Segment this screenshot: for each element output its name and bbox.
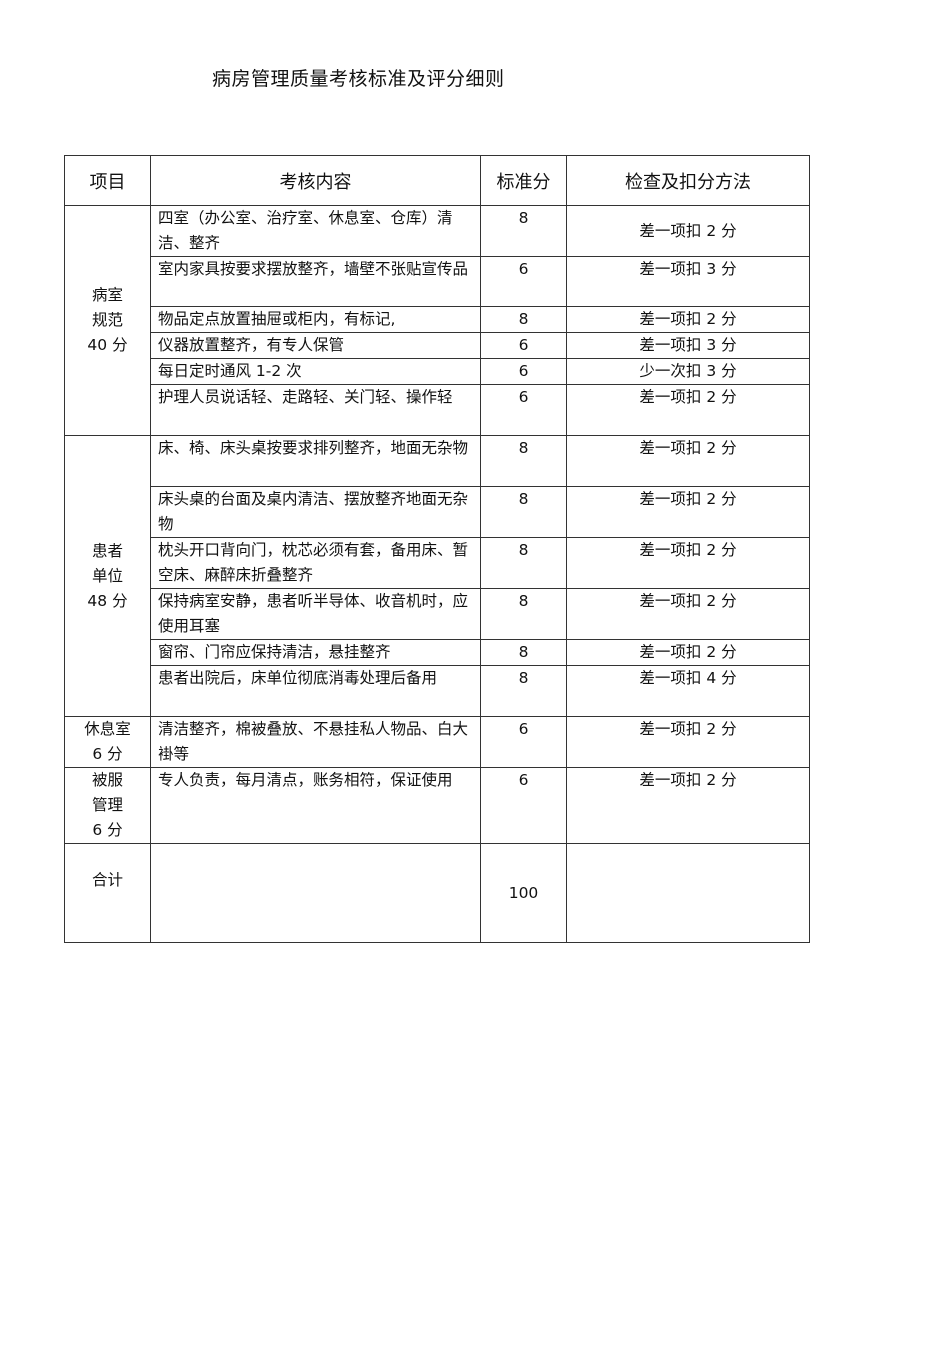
score-cell: 8	[480, 588, 567, 640]
score-cell: 8	[480, 639, 567, 666]
score-cell: 6	[480, 767, 567, 844]
category-cell: 病室 规范 40 分	[64, 205, 151, 436]
content-cell: 物品定点放置抽屉或柜内，有标记,	[150, 306, 481, 333]
table-row: 患者出院后，床单位彻底消毒处理后备用 8 差一项扣 4 分	[65, 665, 810, 717]
method-cell: 差一项扣 2 分	[566, 435, 810, 487]
score-cell: 6	[480, 358, 567, 385]
method-cell: 差一项扣 2 分	[566, 716, 810, 768]
score-cell: 8	[480, 665, 567, 717]
table-row: 每日定时通风 1-2 次 6 少一次扣 3 分	[65, 358, 810, 385]
table-row: 病室 规范 40 分四室（办公室、治疗室、休息室、仓库）清洁、整齐 8 差一项扣 2…	[64, 205, 810, 436]
method-cell: 差一项扣 2 分	[566, 486, 810, 538]
content-cell: 保持病室安静，患者听半导体、收音机时，应使用耳塞	[150, 588, 481, 640]
method-cell: 差一项扣 3 分	[566, 332, 810, 359]
table-row: 护理人员说话轻、走路轻、关门轻、操作轻 6 差一项扣 2 分	[65, 384, 810, 436]
table-row: 仪器放置整齐，有专人保管 6 差一项扣 3 分	[65, 332, 810, 359]
table-row: 床头桌的台面及桌内清洁、摆放整齐地面无杂物 8 差一项扣 2 分	[65, 486, 810, 538]
content-cell: 每日定时通风 1-2 次	[150, 358, 481, 385]
content-cell: 护理人员说话轻、走路轻、关门轻、操作轻	[150, 384, 481, 436]
score-cell: 6	[480, 384, 567, 436]
content-cell: 四室（办公室、治疗室、休息室、仓库）清洁、整齐	[150, 205, 481, 257]
method-cell: 差一项扣 3 分	[566, 256, 810, 307]
method-cell: 差一项扣 2 分	[566, 537, 810, 589]
content-cell: 清洁整齐，棉被叠放、不悬挂私人物品、白大褂等	[150, 716, 481, 768]
content-cell: 专人负责，每月清点，账务相符，保证使用	[150, 767, 481, 844]
total-row: 合计 100	[64, 843, 810, 943]
method-cell: 差一项扣 4 分	[566, 665, 810, 717]
content-cell: 枕头开口背向门，枕芯必须有套，备用床、暂空床、麻醉床折叠整齐	[150, 537, 481, 589]
score-cell: 8	[480, 537, 567, 589]
method-cell: 差一项扣 2 分	[566, 384, 810, 436]
score-cell: 8	[480, 435, 567, 487]
header-item: 项目	[64, 155, 151, 206]
method-cell: 差一项扣 2 分	[566, 588, 810, 640]
header-score: 标准分	[480, 155, 567, 206]
content-cell: 床头桌的台面及桌内清洁、摆放整齐地面无杂物	[150, 486, 481, 538]
method-cell: 少一次扣 3 分	[566, 358, 810, 385]
method-cell: 差一项扣 2 分	[566, 767, 810, 844]
content-cell: 室内家具按要求摆放整齐，墙壁不张贴宣传品	[150, 256, 481, 307]
content-cell: 窗帘、门帘应保持清洁，悬挂整齐	[150, 639, 481, 666]
method-cell: 差一项扣 2 分	[566, 639, 810, 666]
method-cell: 差一项扣 2 分	[566, 205, 810, 257]
score-cell: 8	[480, 205, 567, 257]
score-cell: 6	[480, 256, 567, 307]
assessment-table: 项目 考核内容 标准分 检查及扣分方法 病室 规范 40 分四室（办公室、治疗室…	[64, 155, 810, 943]
table-row: 物品定点放置抽屉或柜内，有标记, 8 差一项扣 2 分	[65, 306, 810, 333]
table-row: 窗帘、门帘应保持清洁，悬挂整齐 8 差一项扣 2 分	[65, 639, 810, 666]
table-header-row: 项目 考核内容 标准分 检查及扣分方法	[64, 155, 810, 206]
table-row: 保持病室安静，患者听半导体、收音机时，应使用耳塞 8 差一项扣 2 分	[65, 588, 810, 640]
table-row: 休息室 6 分 清洁整齐，棉被叠放、不悬挂私人物品、白大褂等 6 差一项扣 2 分	[64, 716, 810, 768]
content-cell: 床、椅、床头桌按要求排列整齐，地面无杂物	[150, 435, 481, 487]
category-cell: 休息室 6 分	[64, 716, 151, 768]
total-content	[150, 843, 481, 943]
total-label: 合计	[64, 843, 151, 943]
method-cell: 差一项扣 2 分	[566, 306, 810, 333]
total-method	[566, 843, 810, 943]
category-cell: 患者 单位 48 分	[64, 435, 151, 717]
score-cell: 6	[480, 716, 567, 768]
document-title: 病房管理质量考核标准及评分细则	[212, 68, 505, 90]
score-cell: 8	[480, 306, 567, 333]
score-cell: 6	[480, 332, 567, 359]
total-score: 100	[480, 843, 567, 943]
table-row: 室内家具按要求摆放整齐，墙壁不张贴宣传品 6 差一项扣 3 分	[65, 256, 810, 307]
content-cell: 患者出院后，床单位彻底消毒处理后备用	[150, 665, 481, 717]
score-cell: 8	[480, 486, 567, 538]
table-row: 被服 管理 6 分 专人负责，每月清点，账务相符，保证使用 6 差一项扣 2 分	[64, 767, 810, 844]
table-row: 枕头开口背向门，枕芯必须有套，备用床、暂空床、麻醉床折叠整齐 8 差一项扣 2 分	[65, 537, 810, 589]
category-cell: 被服 管理 6 分	[64, 767, 151, 844]
content-cell: 仪器放置整齐，有专人保管	[150, 332, 481, 359]
header-method: 检查及扣分方法	[566, 155, 810, 206]
header-content: 考核内容	[150, 155, 481, 206]
table-row: 患者 单位 48 分 床、椅、床头桌按要求排列整齐，地面无杂物 8 差一项扣 2 分	[64, 435, 810, 717]
